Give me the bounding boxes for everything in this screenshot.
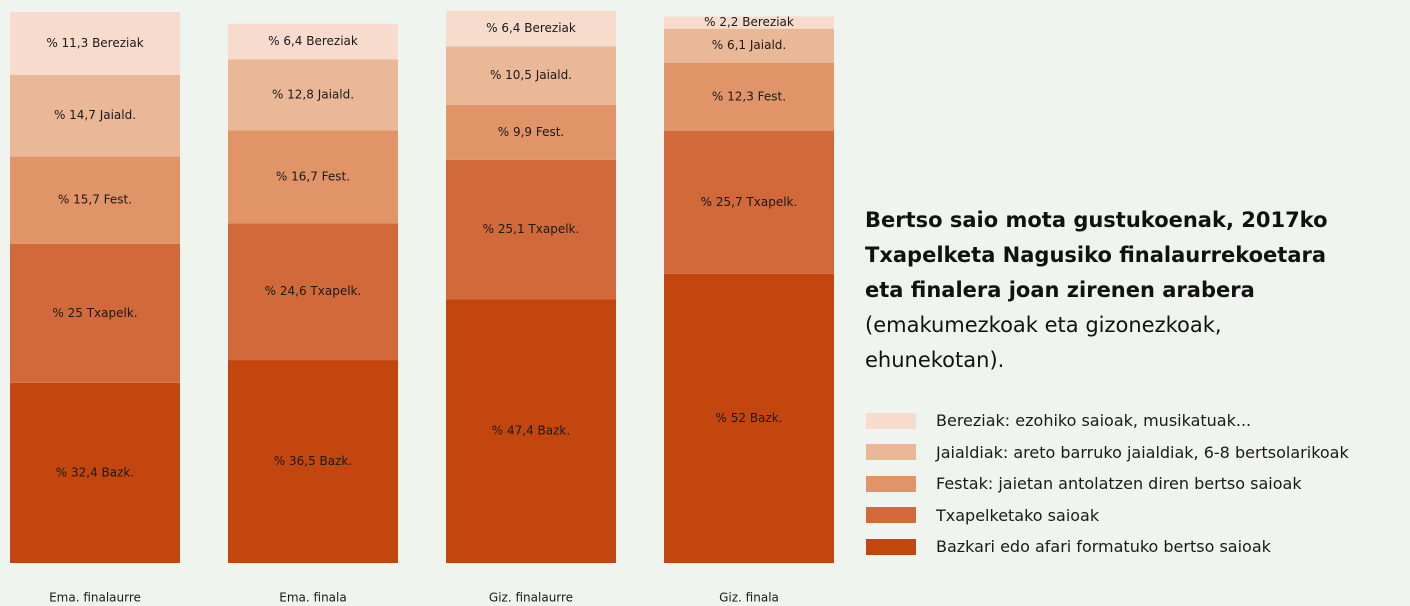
value-label: % 25,1 Txapelk. [483,222,580,236]
bar-segment [228,360,398,563]
bar-segment [10,12,180,75]
bar-segment [446,10,616,47]
x-tick-label: Ema. finala [279,591,346,605]
value-label: % 24,6 Txapelk. [265,284,362,298]
legend-swatch [866,538,916,555]
bar-segment [446,46,616,105]
chart: % 32,4 Bazk. % 25 Txapelk. % 15,7 Fest. % 1… [10,10,834,605]
legend-label: Jaialdiak: areto barruko jaialdiak, 6-8 … [936,442,1349,462]
bar-segment [664,16,834,29]
bar-segment [10,243,180,383]
value-label: % 6,4 Bereziak [268,34,358,48]
value-label: % 6,1 Jaiald. [712,38,786,52]
value-label: % 47,4 Bazk. [492,424,570,438]
title-block: Bertso saio mota gustukoenak, 2017ko Txa… [865,203,1345,378]
legend-label: Bereziak: ezohiko saioak, musikatuak... [936,411,1252,431]
value-label: % 52 Bazk. [716,411,783,425]
value-label: % 14,7 Jaiald. [54,108,136,122]
value-label: % 32,4 Bazk. [56,465,134,479]
bar-segment [446,104,616,160]
bar-segment [664,28,834,63]
value-label: % 15,7 Fest. [58,193,132,207]
legend-swatch [866,412,916,429]
x-tick-label: Ema. finalaurre [49,591,141,605]
x-tick-label: Giz. finala [719,591,779,605]
legend-item: Festak: jaietan antolatzen diren bertso … [866,468,1349,500]
bar-segment [228,223,398,361]
bar-segment [446,299,616,563]
bar-segment [664,62,834,131]
legend-item: Jaialdiak: areto barruko jaialdiak, 6-8 … [866,437,1349,469]
bar-segment [228,130,398,224]
legend-swatch [866,507,916,524]
bar-segment [664,130,834,274]
legend: Bereziak: ezohiko saioak, musikatuak... J… [866,405,1349,563]
legend-swatch [866,444,916,461]
bar-segment [228,59,398,131]
value-label: % 9,9 Fest. [498,125,565,139]
legend-label: Txapelketako saioak [936,505,1100,525]
chart-title: Bertso saio mota gustukoenak, 2017ko Txa… [865,208,1328,302]
x-tick-label: Giz. finalaurre [489,591,573,605]
value-label: % 36,5 Bazk. [274,454,352,468]
value-label: % 25,7 Txapelk. [701,195,798,209]
value-label: % 12,3 Fest. [712,89,786,103]
bar-segment [10,156,180,244]
legend-item: Bazkari edo afari formatuko bertso saioa… [866,531,1349,563]
bar-segment [10,74,180,157]
value-label: % 6,4 Bereziak [486,21,576,35]
value-label: % 25 Txapelk. [52,306,137,320]
chart-subtitle: (emakumezkoak eta gizonezkoak, ehunekota… [865,313,1222,372]
value-label: % 2,2 Bereziak [704,15,794,29]
value-label: % 16,7 Fest. [276,169,350,183]
value-label: % 10,5 Jaiald. [490,68,572,82]
legend-label: Festak: jaietan antolatzen diren bertso … [936,474,1302,494]
legend-item: Bereziak: ezohiko saioak, musikatuak... [866,405,1349,437]
legend-swatch [866,475,916,492]
bar-segment [446,159,616,300]
bar-segment [228,23,398,60]
legend-label: Bazkari edo afari formatuko bertso saioa… [936,537,1271,557]
legend-item: Txapelketako saioak [866,500,1349,532]
value-label: % 12,8 Jaiald. [272,87,354,101]
bar-segment [664,273,834,563]
bar-segment [10,382,180,563]
value-label: % 11,3 Bereziak [46,36,143,50]
